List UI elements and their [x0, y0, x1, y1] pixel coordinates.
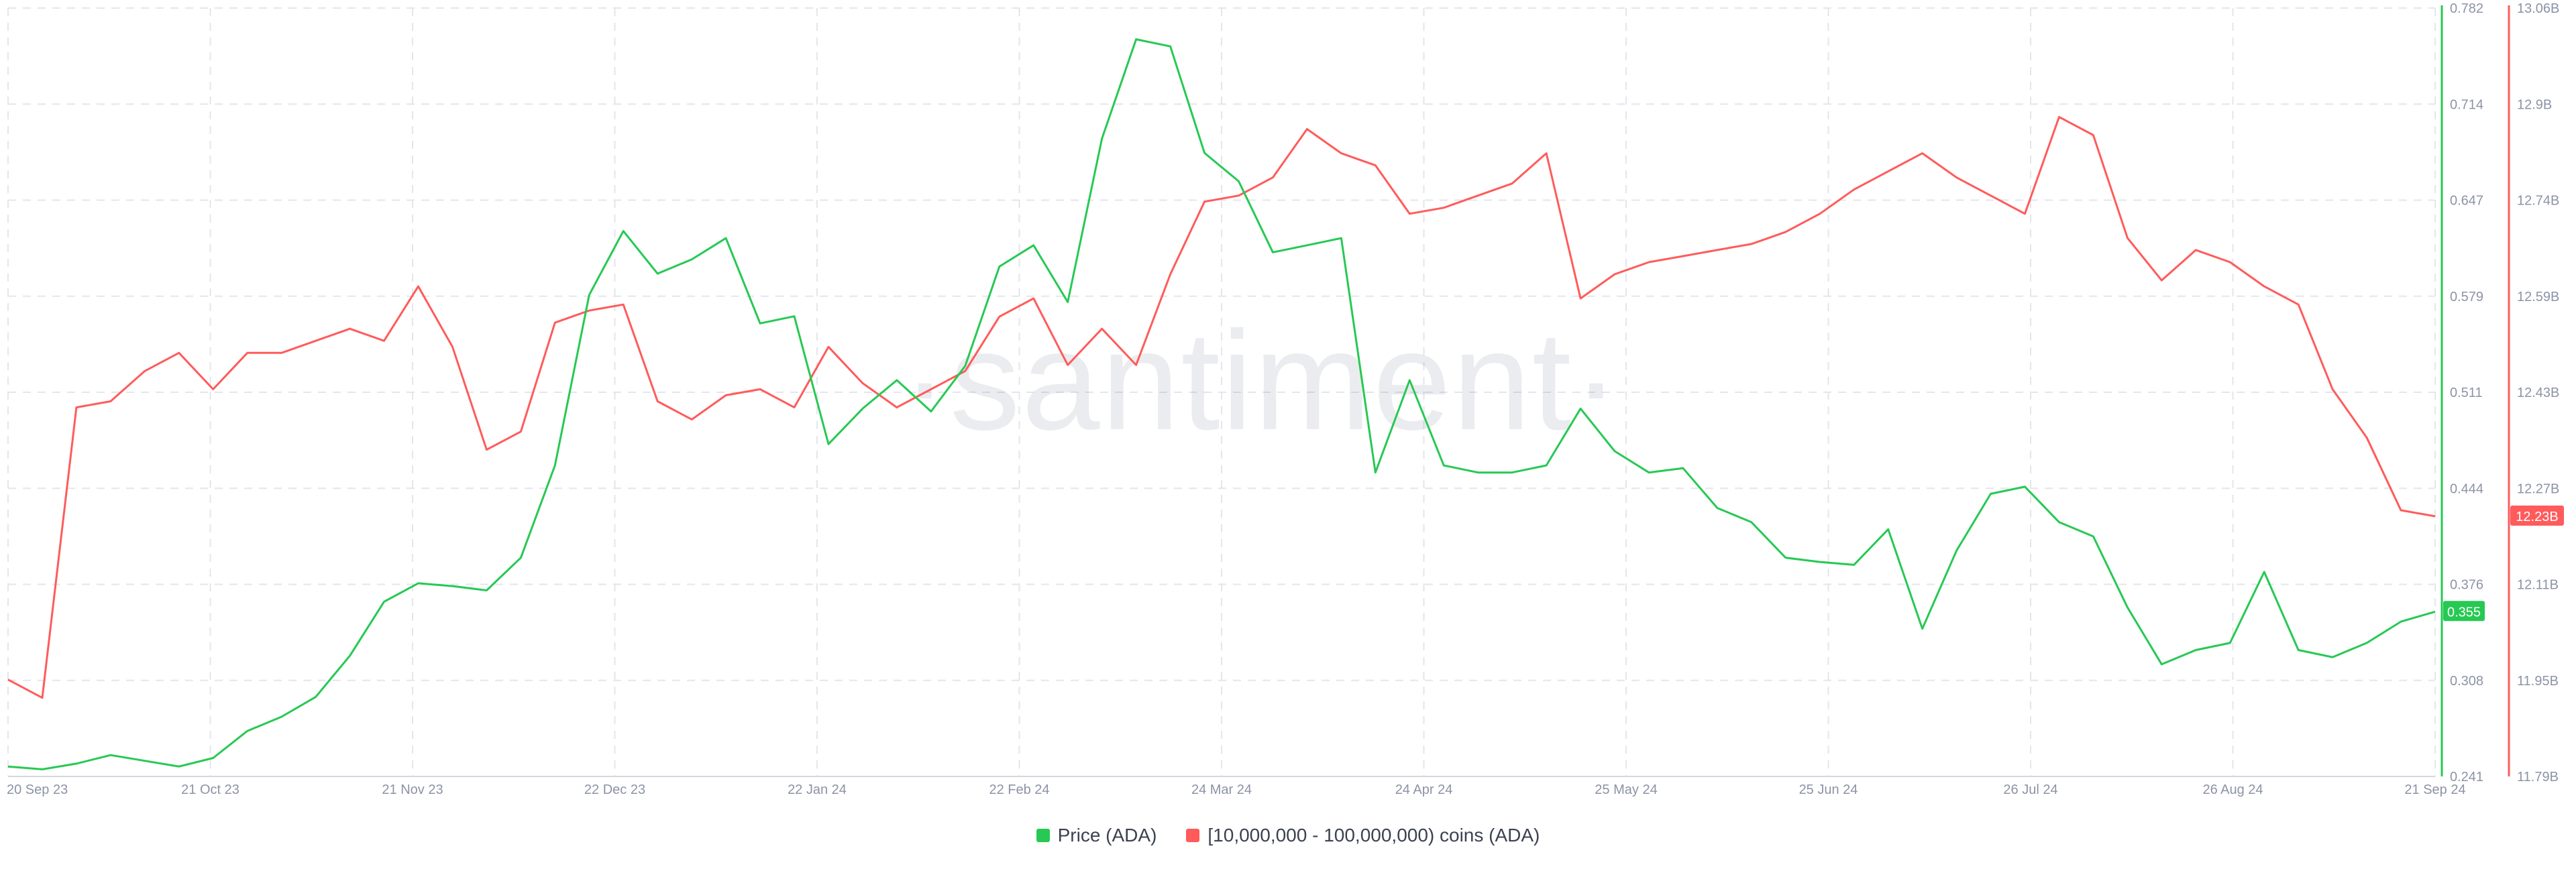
- grid: [7, 7, 2436, 777]
- legend-label: [10,000,000 - 100,000,000) coins (ADA): [1208, 825, 1540, 845]
- x-axis-tick-label: 21 Nov 23: [382, 782, 443, 797]
- coins-axis-tick-label: 13.06B: [2517, 1, 2559, 16]
- x-axis-tick-label: 20 Sep 23: [7, 782, 68, 797]
- legend-item-coins[interactable]: [10,000,000 - 100,000,000) coins (ADA): [1186, 825, 1540, 846]
- coins-current-value-badge: [2510, 505, 2564, 526]
- x-axis-tick-label: 22 Feb 24: [989, 782, 1049, 797]
- x-axis-tick-label: 26 Jul 24: [2003, 782, 2057, 797]
- coins-axis-tick-label: 12.27B: [2517, 481, 2559, 496]
- x-axis-tick-label: 22 Dec 23: [584, 782, 645, 797]
- x-axis-tick-label: 24 Mar 24: [1191, 782, 1252, 797]
- price-axis-tick-label: 0.376: [2450, 578, 2483, 593]
- price-axis-tick-label: 0.241: [2450, 770, 2483, 784]
- coins-current-value-label: 12.23B: [2516, 510, 2558, 524]
- price-current-value-badge: [2443, 601, 2485, 622]
- coins-axis-tick-label: 12.59B: [2517, 290, 2559, 304]
- price-axis-tick-label: 0.579: [2450, 290, 2483, 304]
- series-layer: [7, 38, 2436, 770]
- legend-swatch: [1186, 829, 1200, 842]
- coins-axis-tick-label: 12.43B: [2517, 386, 2559, 400]
- coins-axis-tick-label: 12.74B: [2517, 194, 2559, 209]
- price-series-line: [7, 38, 2436, 770]
- coins-axis-tick-label: 11.95B: [2517, 674, 2559, 689]
- coins-axis-tick-label: 11.79B: [2517, 770, 2559, 784]
- x-axis-tick-label: 22 Jan 24: [788, 782, 847, 797]
- coins-series-line: [7, 115, 2436, 699]
- x-axis-tick-label: 25 May 24: [1595, 782, 1657, 797]
- x-axis-tick-label: 21 Oct 23: [181, 782, 239, 797]
- santiment-watermark: ·santiment·: [902, 302, 1621, 459]
- legend-swatch: [1036, 829, 1050, 842]
- x-axis-tick-label: 25 Jun 24: [1799, 782, 1858, 797]
- coins-axis-tick-label: 12.11B: [2517, 578, 2559, 593]
- legend: Price (ADA) [10,000,000 - 100,000,000) co…: [0, 825, 2576, 846]
- price-axis-tick-label: 0.308: [2450, 674, 2483, 689]
- x-axis-tick-label: 21 Sep 24: [2404, 782, 2465, 797]
- price-axis-tick-label: 0.511: [2450, 386, 2483, 400]
- price-axis-tick-label: 0.714: [2450, 97, 2483, 112]
- price-axis-tick-label: 0.444: [2450, 481, 2483, 496]
- price-current-value-label: 0.355: [2447, 605, 2481, 620]
- coins-axis-tick-label: 12.9B: [2517, 97, 2552, 112]
- x-axis-tick-label: 24 Apr 24: [1395, 782, 1453, 797]
- price-axis-tick-label: 0.647: [2450, 194, 2483, 209]
- legend-item-price[interactable]: Price (ADA): [1036, 825, 1157, 846]
- legend-label: Price (ADA): [1057, 825, 1157, 845]
- x-axis-tick-label: 26 Aug 24: [2202, 782, 2263, 797]
- price-axis-tick-label: 0.782: [2450, 1, 2483, 16]
- axes: 0.782 0.714 0.647 0.579 0.511 0.444 0.376 0.308…: [7, 1, 2564, 797]
